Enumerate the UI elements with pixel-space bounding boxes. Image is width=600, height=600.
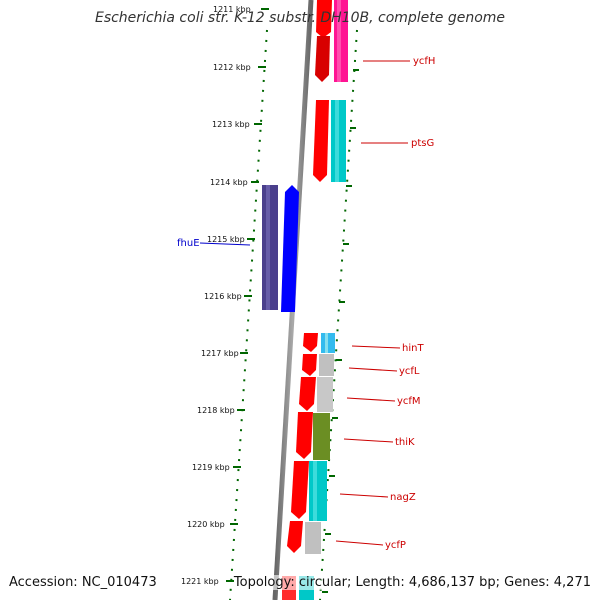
kbp-label-1220: 1220 kbp <box>187 520 225 529</box>
kbp-labels: 1211 kbp 1212 kbp 1213 kbp 1214 kbp 1215… <box>181 5 251 586</box>
genome-summary-text: Topology: circular; Length: 4,686,137 bp… <box>233 575 591 590</box>
gene-label-thiK[interactable]: thiK <box>395 437 415 448</box>
kbp-label-1213: 1213 kbp <box>212 120 250 129</box>
kbp-label-1212: 1212 kbp <box>213 63 251 72</box>
gene-cluster-hinT-to-ycfP[interactable] <box>282 333 335 600</box>
kbp-label-1221: 1221 kbp <box>181 577 219 586</box>
gene-block-ycfH[interactable] <box>315 0 348 82</box>
gene-label-fhuE[interactable]: fhuE <box>177 238 200 249</box>
gene-label-hinT[interactable]: hinT <box>402 343 424 354</box>
annotation-lines <box>199 60 410 546</box>
kbp-label-1218: 1218 kbp <box>197 406 235 415</box>
kbp-label-1219: 1219 kbp <box>192 463 230 472</box>
right-scale-ticks <box>322 69 359 593</box>
kbp-label-1217: 1217 kbp <box>201 349 239 358</box>
kbp-label-1211: 1211 kbp <box>213 5 251 14</box>
left-dotted-guide <box>229 29 268 600</box>
kbp-label-1216: 1216 kbp <box>204 292 242 301</box>
gene-label-ycfP[interactable]: ycfP <box>385 540 406 551</box>
accession-text: Accession: NC_010473 <box>9 575 157 590</box>
gene-block-fhuE[interactable] <box>262 185 299 312</box>
gene-block-ptsG[interactable] <box>313 100 346 182</box>
gene-label-nagZ[interactable]: nagZ <box>390 492 416 503</box>
gene-label-ycfL[interactable]: ycfL <box>399 366 420 377</box>
gene-label-ycfH[interactable]: ycfH <box>413 56 435 67</box>
kbp-label-1215: 1215 kbp <box>207 235 245 244</box>
left-scale-ticks <box>226 8 269 582</box>
gene-label-ycfM[interactable]: ycfM <box>397 396 421 407</box>
gene-label-ptsG[interactable]: ptsG <box>411 138 434 149</box>
genome-title: Escherichia coli str. K-12 substr. DH10B… <box>94 10 506 26</box>
kbp-label-1214: 1214 kbp <box>210 178 248 187</box>
